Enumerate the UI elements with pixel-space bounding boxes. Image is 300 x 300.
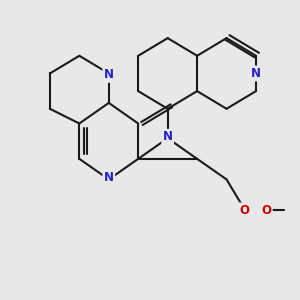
Text: N: N (104, 172, 114, 184)
Text: O: O (261, 204, 271, 217)
Text: N: N (104, 68, 114, 81)
Text: O: O (239, 204, 249, 217)
Text: N: N (163, 130, 173, 143)
Text: N: N (251, 67, 261, 80)
